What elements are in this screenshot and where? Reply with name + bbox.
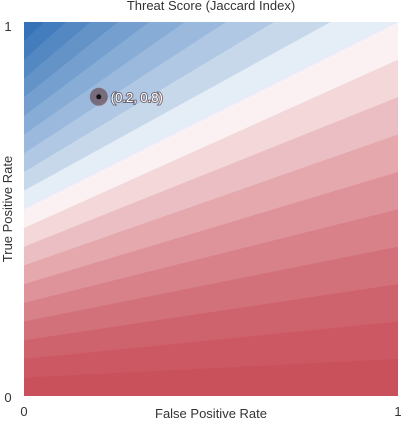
contour-band-11 — [24, 22, 331, 191]
contour-band-3 — [24, 246, 398, 341]
marked-point-dot[interactable] — [96, 94, 102, 100]
chart-title: Threat Score (Jaccard Index) — [127, 0, 295, 13]
contour-bands — [24, 22, 398, 396]
contour-band-10 — [24, 22, 398, 210]
contour-band-12 — [24, 22, 274, 172]
contour-band-16 — [24, 22, 118, 98]
contour-band-6 — [24, 133, 398, 285]
contour-band-4 — [24, 208, 398, 322]
plot-area — [24, 22, 398, 396]
x-tick-label-0: 0 — [20, 404, 27, 419]
contour-band-9 — [24, 22, 398, 229]
y-axis-label: True Positive Rate — [0, 156, 15, 262]
contour-band-0 — [24, 358, 398, 396]
y-tick-label-0: 0 — [4, 390, 11, 405]
y-axis: 1 0 True Positive Rate — [0, 19, 15, 405]
contour-band-15 — [24, 22, 150, 116]
contour-band-7 — [24, 96, 398, 266]
contour-band-18 — [24, 22, 67, 60]
x-axis: 0 1 False Positive Rate — [20, 404, 401, 421]
contour-band-2 — [24, 283, 398, 359]
contour-band-14 — [24, 22, 185, 135]
y-tick-label-1: 1 — [4, 19, 11, 34]
contour-band-8 — [24, 59, 398, 247]
contour-band-17 — [24, 22, 91, 79]
contour-band-1 — [24, 320, 398, 378]
x-tick-label-1: 1 — [394, 404, 401, 419]
x-axis-label: False Positive Rate — [155, 406, 267, 421]
contour-band-19 — [24, 22, 45, 42]
contour-band-13 — [24, 22, 226, 154]
marked-point-label: (0.2, 0.8) — [111, 90, 163, 105]
marked-point[interactable]: (0.2, 0.8) — [89, 87, 164, 106]
contour-band-5 — [24, 171, 398, 303]
